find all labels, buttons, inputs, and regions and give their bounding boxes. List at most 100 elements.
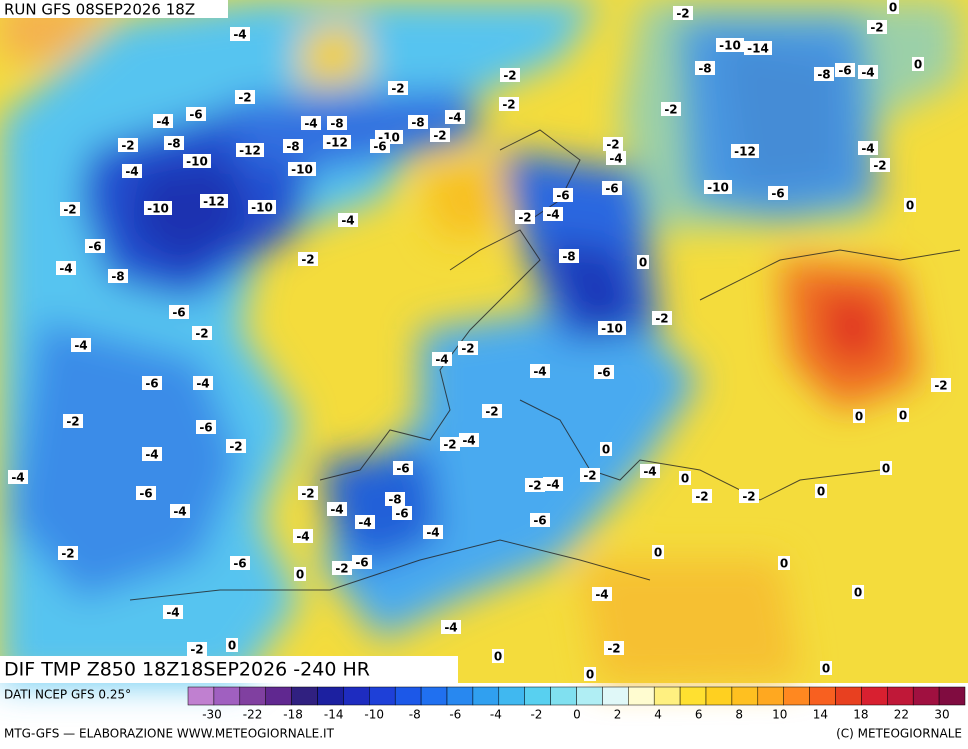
- label-box: [500, 68, 520, 82]
- contour-label: -6: [533, 514, 546, 528]
- contour-label: -4: [74, 339, 87, 353]
- contour-label: -12: [239, 144, 261, 158]
- label-box: [355, 515, 375, 529]
- colorbar-tick-label: 2: [614, 708, 622, 722]
- label-box: [679, 471, 691, 485]
- contour-label: -4: [643, 465, 656, 479]
- colorbar-tick-label: 4: [654, 708, 662, 722]
- label-box: [853, 409, 865, 423]
- contour-label: -4: [11, 471, 24, 485]
- contour-label: -4: [166, 606, 179, 620]
- colorbar-swatch: [343, 686, 370, 706]
- label-box: [430, 128, 450, 142]
- contour-label: 0: [586, 668, 594, 682]
- contour-label: -2: [742, 490, 755, 504]
- label-box: [887, 0, 899, 14]
- contour-label: -10: [147, 202, 169, 216]
- contour-label: -4: [448, 111, 461, 125]
- label-box: [603, 137, 623, 151]
- label-box: [459, 433, 479, 447]
- colorbar-swatch: [446, 686, 474, 706]
- label-box: [423, 525, 443, 539]
- contour-label: -4: [145, 448, 158, 462]
- contour-label: -8: [167, 137, 180, 151]
- colorbar-tick-label: -2: [530, 708, 542, 722]
- label-box: [744, 41, 772, 55]
- header-box: [0, 0, 228, 18]
- colorbar-tick-label: -22: [243, 708, 263, 722]
- label-box: [492, 649, 504, 663]
- label-box: [458, 341, 478, 355]
- label-box: [704, 180, 732, 194]
- label-box: [298, 486, 318, 500]
- label-box: [248, 200, 276, 214]
- contour-label: -4: [546, 208, 559, 222]
- label-box: [543, 207, 563, 221]
- label-box: [661, 102, 681, 116]
- label-box: [186, 107, 206, 121]
- label-box: [604, 641, 624, 655]
- contour-label: 0: [817, 485, 825, 499]
- label-box: [695, 61, 715, 75]
- label-box: [230, 27, 250, 41]
- label-box: [867, 20, 887, 34]
- contour-label: -2: [433, 129, 446, 143]
- contour-label: -10: [186, 155, 208, 169]
- label-box: [445, 110, 465, 124]
- map-title: DIF TMP Z850 18Z18SEP2026 -240 HR: [4, 659, 370, 681]
- colorbar-swatch: [239, 686, 266, 706]
- colorbar-swatch: [187, 686, 215, 706]
- contour-label: -2: [528, 479, 541, 493]
- contour-label: -12: [734, 145, 756, 159]
- contour-label: -2: [461, 342, 474, 356]
- contour-label: -2: [518, 211, 531, 225]
- contour-label: -6: [233, 557, 246, 571]
- contour-label: -4: [861, 66, 874, 80]
- contour-label: -6: [373, 140, 386, 154]
- contour-label: -2: [503, 69, 516, 83]
- label-box: [432, 352, 452, 366]
- label-box: [58, 546, 78, 560]
- colorbar-tick-label: 30: [934, 708, 949, 722]
- label-box: [543, 477, 563, 491]
- contour-label: -4: [444, 621, 457, 635]
- contour-label: 0: [639, 256, 647, 270]
- contour-label: -4: [156, 115, 169, 129]
- contour-label: -4: [330, 503, 343, 517]
- colorbar-swatch: [757, 686, 784, 706]
- copyright: (C) METEOGIORNALE: [836, 727, 962, 741]
- label-box: [778, 556, 790, 570]
- colorbar-tick-label: -14: [324, 708, 344, 722]
- contour-label: -4: [173, 505, 186, 519]
- label-box: [8, 470, 28, 484]
- label-box: [235, 90, 255, 104]
- contour-label: 0: [889, 1, 897, 15]
- contour-label: -2: [66, 415, 79, 429]
- label-box: [327, 502, 347, 516]
- label-box: [63, 414, 83, 428]
- colorbar-swatch: [369, 686, 396, 706]
- label-box: [163, 605, 183, 619]
- label-box: [226, 638, 238, 652]
- label-box: [230, 556, 250, 570]
- colorbar-swatch: [705, 686, 733, 706]
- label-box: [60, 202, 80, 216]
- label-box: [301, 116, 321, 130]
- contour-label: -2: [63, 203, 76, 217]
- colorbar-swatch: [472, 686, 500, 706]
- contour-label: -4: [196, 377, 209, 391]
- label-box: [820, 661, 832, 675]
- contour-label: -6: [199, 421, 212, 435]
- label-box: [912, 57, 924, 71]
- label-box: [602, 181, 622, 195]
- contour-label: -4: [341, 214, 354, 228]
- contour-labels: -4-2-20-10 -14-8 -8 -6 -40-2-2-2 -2 -2-4 -6-4 -8…: [8, 0, 951, 682]
- label-box: [327, 116, 347, 130]
- label-box: [392, 506, 412, 520]
- contour-label: -4: [233, 28, 246, 42]
- contour-label: -4: [609, 152, 622, 166]
- contour-label: -8: [330, 117, 343, 131]
- contour-label: -2: [676, 7, 689, 21]
- contour-label: -2: [229, 440, 242, 454]
- label-box: [673, 6, 693, 20]
